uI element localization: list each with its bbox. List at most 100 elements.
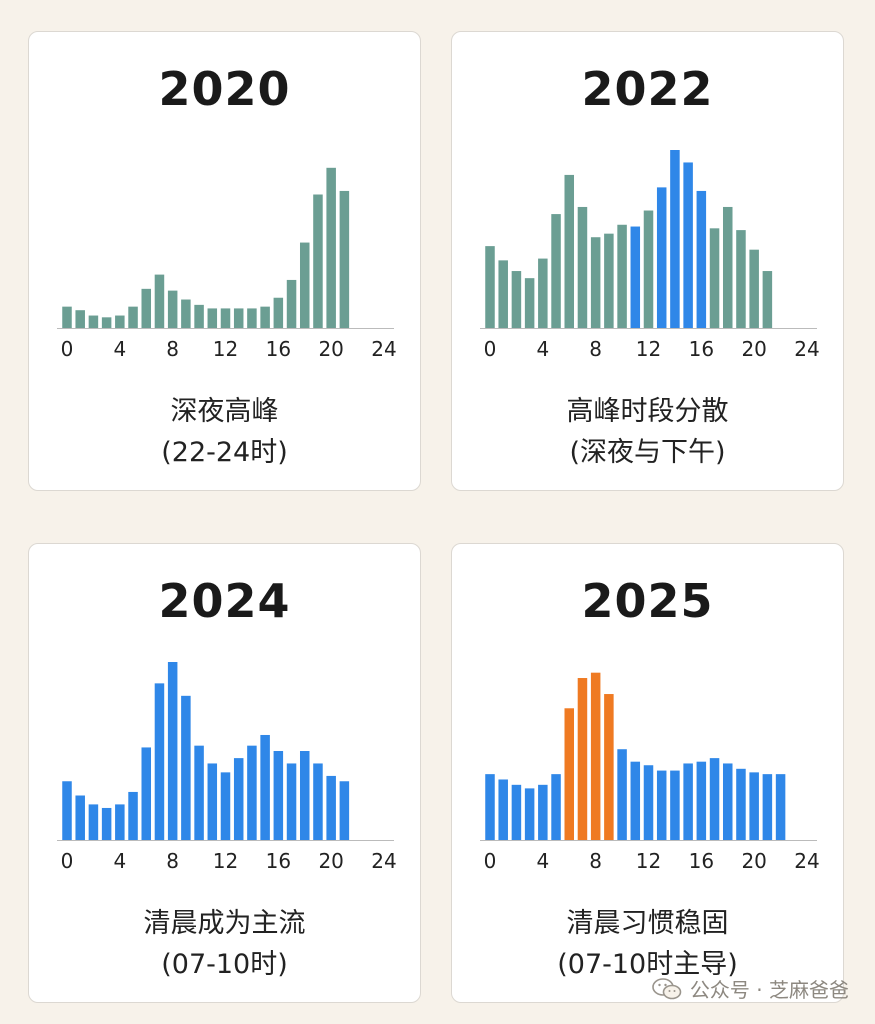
year-title: 2022 [581, 62, 714, 116]
year-title: 2020 [158, 62, 291, 116]
bar [709, 758, 720, 840]
bar [247, 308, 257, 328]
x-tick-label: 0 [484, 337, 497, 361]
chart-card-2020: 2020 0 4 8 12 16 20 24 深夜高峰 (22-24时) [28, 31, 421, 491]
x-tick-label: 8 [589, 849, 602, 873]
bar [775, 774, 786, 840]
bar [75, 795, 85, 840]
bar [538, 784, 548, 840]
bar [128, 791, 138, 840]
x-tick-label: 12 [213, 849, 238, 873]
bar [260, 734, 270, 840]
x-tick-label: 24 [794, 337, 819, 361]
bar [339, 781, 350, 840]
x-tick-label: 0 [61, 337, 74, 361]
bar [551, 214, 561, 328]
x-tick-label: 4 [113, 337, 126, 361]
x-tick-label: 12 [636, 337, 661, 361]
bar [736, 768, 746, 840]
bar [181, 695, 191, 840]
bar [167, 290, 178, 328]
caption-line-1: 高峰时段分散 [566, 396, 729, 427]
watermark: 公众号 · 芝麻爸爸 [652, 974, 849, 1003]
x-tick-label: 0 [484, 849, 497, 873]
bar [101, 807, 112, 840]
bar [524, 278, 535, 328]
bar [247, 745, 257, 840]
bar [696, 190, 707, 328]
bar [590, 237, 601, 328]
x-tick-label: 8 [166, 849, 179, 873]
bar [115, 804, 125, 840]
x-tick-label: 4 [536, 337, 549, 361]
x-tick-label: 20 [741, 849, 766, 873]
bar [233, 758, 244, 840]
bar [630, 761, 641, 840]
bar [207, 763, 218, 840]
bar [590, 672, 601, 840]
bar [194, 745, 204, 840]
bar [220, 772, 231, 840]
bar [630, 226, 641, 328]
bar [220, 308, 231, 328]
x-tick-label: 4 [536, 849, 549, 873]
bar [326, 167, 336, 328]
bar [498, 260, 508, 328]
x-tick-label: 4 [113, 849, 126, 873]
bar [749, 772, 759, 840]
bar-chart: 0 4 8 12 16 20 24 [480, 672, 820, 873]
bar [273, 297, 284, 328]
bar [207, 308, 218, 328]
bar [670, 770, 680, 840]
bar [154, 683, 165, 840]
bar [260, 306, 270, 328]
bar [617, 224, 627, 328]
caption-line-1: 深夜高峰 [170, 396, 279, 427]
wechat-icon [652, 977, 682, 999]
x-tick-label: 20 [318, 337, 343, 361]
bar [551, 774, 561, 840]
year-title: 2024 [158, 574, 291, 628]
chart-card-2022: 2022 0 4 8 12 16 20 24 高峰时段分散 (深夜与下午) [451, 31, 844, 491]
bar [299, 242, 310, 328]
bar [538, 258, 548, 328]
bar [736, 230, 746, 328]
bar [564, 708, 575, 840]
bar-chart: 0 4 8 12 16 20 24 [57, 662, 397, 873]
x-tick-label: 8 [166, 337, 179, 361]
bar [722, 763, 733, 840]
caption-line-2: (深夜与下午) [569, 437, 726, 468]
bar [656, 187, 667, 328]
bar [313, 194, 323, 328]
bar [326, 775, 336, 840]
bar [749, 249, 759, 328]
bar [141, 288, 152, 328]
caption-line-1: 清晨习惯稳固 [566, 908, 729, 939]
bar [62, 781, 72, 840]
bar [141, 747, 152, 840]
chart-card-2025: 2025 0 4 8 12 16 20 24 清晨习惯稳固 (07-10时主导) [451, 543, 844, 1003]
x-tick-label: 16 [266, 337, 291, 361]
caption-line-1: 清晨成为主流 [143, 908, 306, 939]
bar [696, 761, 707, 840]
bar [88, 315, 99, 328]
bar [286, 279, 297, 328]
bar [577, 678, 588, 840]
bar [762, 774, 773, 840]
x-tick-label: 16 [689, 849, 714, 873]
bar [604, 694, 614, 840]
bar [339, 190, 350, 328]
bar [643, 765, 654, 840]
bar [194, 304, 204, 328]
year-title: 2025 [581, 574, 714, 628]
caption-line-2: (07-10时主导) [557, 949, 738, 980]
bar [62, 306, 72, 328]
x-tick-label: 24 [371, 849, 396, 873]
chart-card-2024: 2024 0 4 8 12 16 20 24 清晨成为主流 (07-10时) [28, 543, 421, 1003]
bar [511, 784, 522, 840]
bar [75, 310, 85, 328]
bar [656, 770, 667, 840]
bar [154, 274, 165, 328]
bar [485, 246, 495, 328]
bar [683, 162, 693, 328]
